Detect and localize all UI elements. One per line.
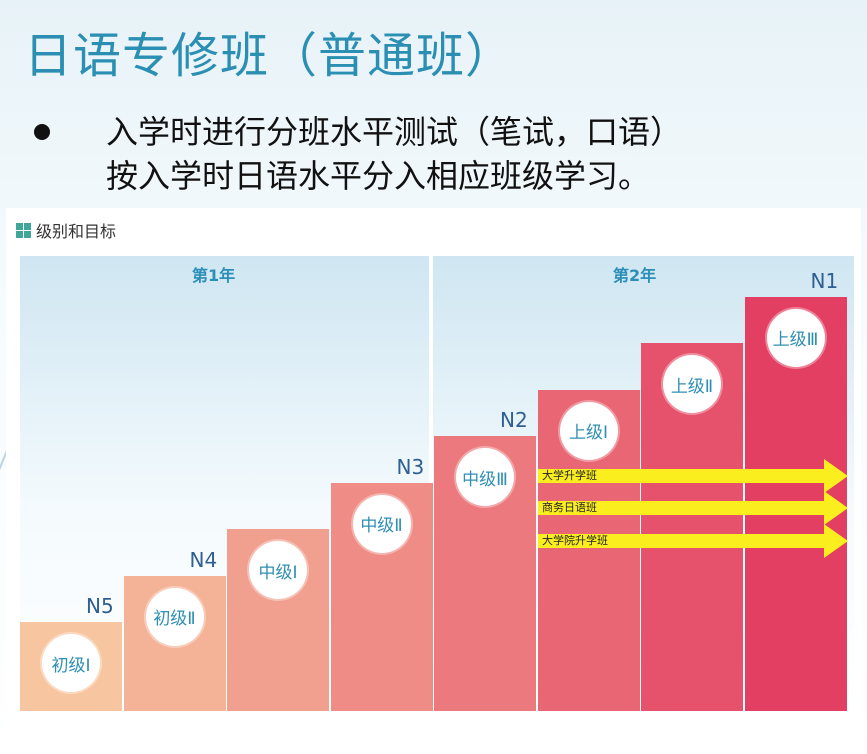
course-track-label: 大学升学班 [542,469,597,482]
jlpt-level-label: N4 [189,547,218,572]
jlpt-level-label: N5 [86,594,114,618]
level-class-label: 中级Ⅱ [352,494,411,553]
description-line-2: 按入学时日语水平分入相应班级学习。 [106,157,651,195]
level-class-label: 中级Ⅲ [456,448,514,506]
panel-header: 级别和目标 [16,220,117,241]
slide-title: 日语专修班（普通班） [24,28,515,84]
panel-title: 级别和目标 [36,222,117,241]
jlpt-level-label: N1 [810,268,839,293]
jlpt-level-label: N2 [500,408,528,432]
course-track-label: 商务日语班 [542,501,597,514]
bullet-dot-icon [34,124,50,140]
level-class-label: 中级Ⅰ [249,541,307,599]
level-class-label: 初级Ⅱ [145,587,204,646]
course-track-arrow: 大学升学班 [538,459,848,493]
description-line-1: 入学时进行分班水平测试（笔试，口语） [106,113,683,151]
course-track-arrow: 商务日语班 [538,491,848,525]
grid-icon [16,222,31,238]
level-diagram-panel: 级别和目标 第1年 第2年 初级Ⅰ N5 初级Ⅱ N4 中级Ⅰ 中级Ⅱ N3 中级Ⅲ N2 上级Ⅰ… [6,208,861,748]
level-class-label: 上级Ⅰ [559,401,618,460]
level-class-label: 上级Ⅲ [766,308,825,367]
year-2-label: 第2年 [613,266,657,285]
jlpt-level-label: N3 [396,454,425,479]
year-1-label: 第1年 [192,266,236,285]
level-class-label: 初级Ⅰ [42,634,100,692]
level-class-label: 上级Ⅱ [663,355,721,413]
course-track-label: 大学院升学班 [542,534,608,547]
course-track-arrow: 大学院升学班 [538,524,848,558]
